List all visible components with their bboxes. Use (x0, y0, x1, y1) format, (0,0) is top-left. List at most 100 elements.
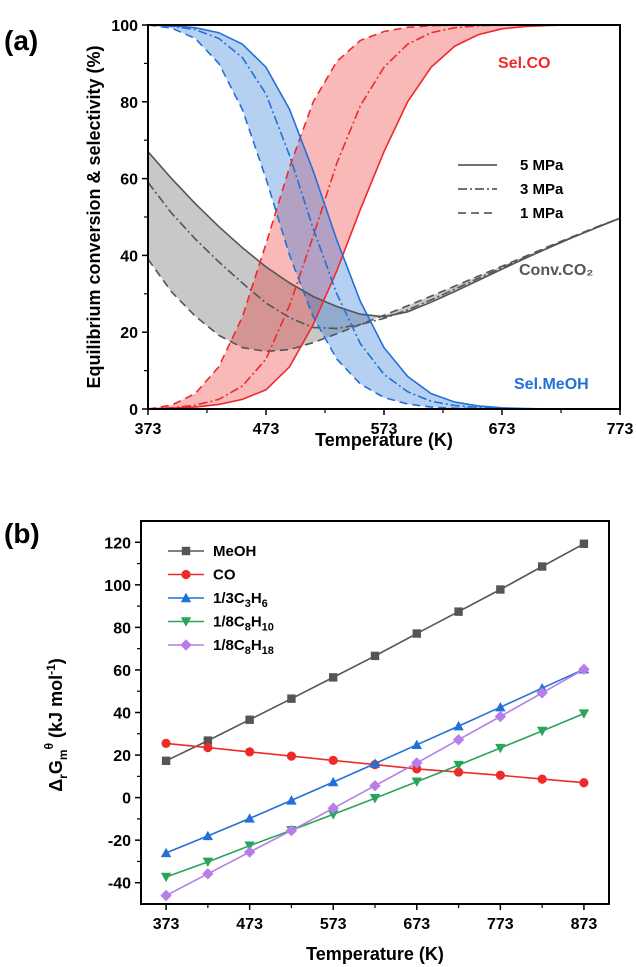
data-point-co (453, 767, 464, 777)
y-tick-label: 0 (129, 402, 138, 419)
data-point-1-8c8h18 (202, 868, 214, 880)
data-point-1-8c8h18 (452, 734, 465, 746)
y-tick-label: 100 (111, 18, 138, 35)
x-tick-label: 373 (153, 916, 180, 933)
data-point-meoh (412, 629, 421, 638)
curve-conv-co--1mpa (147, 217, 621, 353)
legend-label-1-3c3h6: 1/3C3H6 (213, 590, 268, 610)
data-point-1-8c8h10 (578, 709, 590, 719)
data-point-1-3c3h6 (495, 701, 506, 712)
data-point-1-3c3h6 (453, 720, 464, 731)
annotation-conv-co2: Conv.CO₂ (519, 262, 593, 279)
data-point-meoh (537, 562, 547, 571)
data-point-1-3c3h6 (202, 830, 214, 841)
data-point-1-3c3h6 (160, 847, 172, 858)
data-point-1-8c8h18 (327, 802, 339, 814)
data-point-1-8c8h18 (536, 687, 548, 699)
y-tick-label: 0 (122, 791, 131, 808)
legend-marker-meoh (181, 546, 191, 556)
x-tick-label: 573 (320, 916, 347, 933)
annotation-sel-co: Sel.CO (498, 55, 550, 72)
legend-marker-1-8c8h18 (180, 639, 192, 651)
data-point-1-8c8h18 (369, 779, 381, 792)
data-point-1-8c8h10 (160, 872, 172, 883)
data-point-1-3c3h6 (369, 758, 381, 768)
data-point-1-8c8h18 (285, 824, 298, 837)
data-point-co (537, 774, 547, 784)
data-point-co (412, 764, 422, 774)
data-point-1-8c8h10 (495, 743, 506, 754)
y-tick-label: 80 (113, 620, 131, 637)
y-tick-label: -40 (108, 876, 131, 893)
panel-b-x-ticks: 373 473 573 673 773 873 (153, 904, 598, 933)
panel-b-y-ticks: -40 -20 0 20 40 60 80 100 120 (104, 535, 141, 893)
panel-b-legend: MeOH CO 1/3C3H6 1/8C8H10 1/8C8H18 (168, 543, 274, 657)
data-point-meoh (161, 756, 171, 766)
data-point-meoh (203, 736, 213, 745)
y-tick-label: 60 (120, 172, 138, 189)
data-point-1-3c3h6 (286, 795, 297, 805)
panel-b-series (160, 539, 590, 902)
x-tick-label: 773 (607, 421, 634, 438)
data-point-1-8c8h10 (536, 726, 548, 737)
data-point-meoh (370, 651, 380, 661)
curve-conv-co--3mpa (147, 181, 621, 330)
x-tick-label: 673 (403, 916, 430, 933)
data-point-meoh (454, 607, 463, 616)
annotation-sel-meoh: Sel.MeOH (514, 376, 589, 393)
panel-b-plot-frame (140, 520, 610, 905)
data-point-co (245, 747, 255, 757)
data-point-co (495, 770, 505, 780)
panel-b-y-axis-label: ΔrGmθ (kJ mol-1) (42, 658, 70, 792)
panel-b-axes (140, 520, 610, 905)
legend-label-5mpa: 5 MPa (520, 157, 564, 174)
panel-b-chart: (b) 373 473 573 673 773 873 -40 -20 0 20 40 60 80 10… (4, 518, 610, 964)
x-tick-label: 373 (135, 421, 162, 438)
panel-a-legend: 5 MPa 3 MPa 1 MPa (458, 157, 564, 222)
legend-marker-1-8c8h10 (180, 617, 192, 627)
data-point-1-8c8h10 (411, 777, 422, 787)
data-point-meoh (579, 539, 589, 548)
data-point-meoh (287, 694, 296, 703)
data-point-meoh (496, 585, 505, 594)
data-point-meoh (245, 715, 254, 724)
data-point-1-3c3h6 (411, 739, 422, 750)
data-point-1-8c8h10 (202, 857, 214, 868)
panel-a-shaded-bands (148, 25, 620, 409)
data-point-1-8c8h18 (160, 889, 172, 902)
y-tick-label: 80 (120, 95, 138, 112)
y-tick-label: -20 (108, 833, 131, 850)
panel-b-label: (b) (4, 518, 40, 549)
panel-a-chart: (a) 373 473 573 673 773 0 20 40 60 80 100 Tempera… (4, 18, 633, 450)
x-tick-label: 473 (253, 421, 280, 438)
x-tick-label: 873 (571, 916, 598, 933)
legend-label-1-8c8h18: 1/8C8H18 (213, 637, 274, 657)
data-point-1-8c8h18 (494, 710, 507, 723)
legend-label-3mpa: 3 MPa (520, 181, 564, 198)
legend-label-1-8c8h10: 1/8C8H10 (213, 614, 274, 634)
data-point-co (286, 751, 297, 761)
x-tick-label: 773 (487, 916, 514, 933)
data-point-1-8c8h10 (369, 794, 381, 804)
y-tick-label: 120 (104, 535, 131, 552)
data-point-1-8c8h18 (578, 663, 590, 676)
y-tick-label: 20 (113, 748, 131, 765)
y-tick-label: 60 (113, 663, 131, 680)
data-point-1-8c8h18 (411, 757, 423, 769)
data-point-co (579, 778, 589, 788)
data-point-1-8c8h18 (243, 846, 256, 858)
band-sel-meoh (148, 25, 620, 409)
y-tick-label: 40 (120, 248, 138, 265)
legend-marker-co (181, 569, 191, 580)
x-tick-label: 573 (371, 421, 398, 438)
legend-label-meoh: MeOH (213, 543, 256, 560)
x-tick-label: 673 (489, 421, 516, 438)
band-conv-co- (148, 151, 620, 352)
data-point-co (161, 738, 171, 748)
x-tick-label: 473 (236, 916, 263, 933)
panel-a-x-ticks: 373 473 573 673 773 (135, 409, 634, 438)
band-sel-co (148, 25, 620, 409)
panel-b-x-axis-label: Temperature (K) (306, 944, 444, 964)
panel-a-y-ticks: 0 20 40 60 80 100 (111, 18, 148, 419)
